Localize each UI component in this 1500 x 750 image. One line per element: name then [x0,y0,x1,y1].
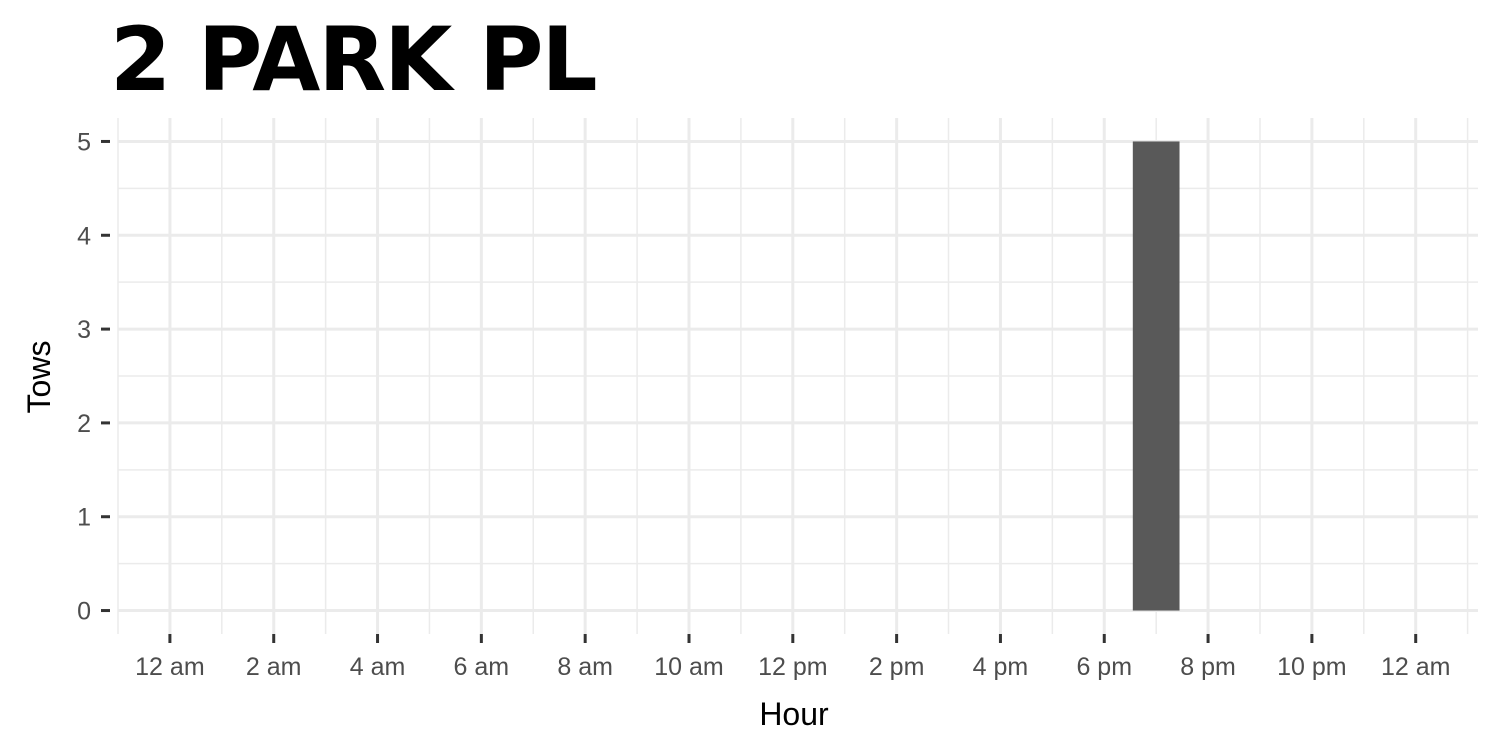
x-tick-label: 8 am [557,653,613,681]
x-tick-label: 4 pm [973,653,1029,681]
y-tick-label: 5 [77,128,91,156]
x-tick-label: 10 am [654,653,723,681]
y-axis: 0 1 2 3 4 5 [77,128,110,626]
y-tick-label: 2 [77,410,91,438]
bar [1132,141,1180,611]
x-tick-label: 4 am [350,653,406,681]
chart-title: 2 PARK PL [110,8,596,111]
grid-major [118,118,1478,634]
x-tick-label: 12 pm [758,653,827,681]
x-tick-label: 8 pm [1180,653,1236,681]
x-axis-title: Hour [759,696,829,732]
x-axis: 12 am 2 am 4 am 6 am 8 am 10 am 12 pm 2 pm 4 pm 6… [135,634,1450,681]
grid-minor [117,118,1478,634]
x-tick-label: 12 am [1381,653,1450,681]
x-tick-label: 2 am [246,653,302,681]
x-tick-label: 6 pm [1076,653,1132,681]
y-tick-label: 4 [77,222,91,250]
x-tick-label: 2 pm [869,653,925,681]
x-tick-label: 12 am [135,653,204,681]
y-axis-title: Tows [21,341,57,414]
y-tick-label: 3 [77,316,91,344]
y-tick-label: 1 [77,504,91,532]
x-tick-label: 10 pm [1277,653,1346,681]
bars [1132,141,1180,611]
y-tick-label: 0 [77,598,91,626]
x-tick-label: 6 am [454,653,510,681]
